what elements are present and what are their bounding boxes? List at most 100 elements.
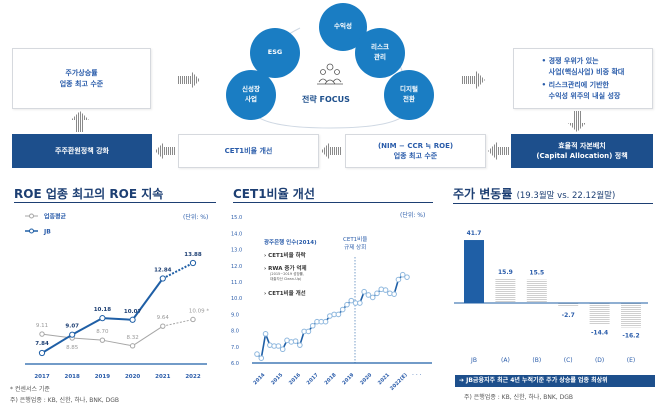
circle-label: 전환 bbox=[403, 95, 415, 103]
ref-line: 규제 상회 bbox=[344, 245, 367, 251]
arrow-left-icon bbox=[321, 142, 342, 160]
bar bbox=[621, 303, 641, 328]
divider bbox=[453, 203, 653, 204]
annotation-note: 대출자산 Clean-Up) bbox=[270, 277, 302, 281]
data-label: 7.84 bbox=[35, 341, 49, 347]
y-tick-label: 8.0 bbox=[231, 329, 239, 335]
data-point bbox=[297, 342, 303, 348]
data-point bbox=[395, 276, 402, 283]
x-tick-label: 2021 bbox=[377, 372, 391, 386]
series-segment bbox=[132, 325, 164, 347]
nim-box: (NIM − CCR ≒ ROE) 업종 최고 수준 bbox=[345, 134, 486, 168]
data-point bbox=[374, 290, 380, 297]
data-point bbox=[309, 322, 316, 329]
roe-title: ROE 업종 최고의 ROE 지속 bbox=[14, 187, 164, 201]
x-tick-label: 2022(E) bbox=[389, 372, 409, 392]
shareholder-return-box: 주주환원정책 강화 bbox=[12, 134, 152, 168]
y-tick-label: 15.0 bbox=[231, 215, 242, 221]
x-tick-label: 2015 bbox=[270, 372, 284, 386]
bar bbox=[526, 279, 547, 303]
arrow-left-icon bbox=[155, 142, 176, 160]
legend-marker-avg bbox=[29, 213, 34, 219]
stock-footnote: 주) 은행업종 : KB, 신한, 하나, BNK, DGB bbox=[464, 394, 573, 401]
circle-esg: ESG bbox=[250, 28, 300, 78]
x-tick-label: 2021 bbox=[155, 374, 170, 380]
bar bbox=[558, 303, 579, 308]
legend-marker-jb bbox=[29, 228, 34, 234]
data-point bbox=[322, 318, 329, 325]
ellipsis: · · · bbox=[412, 372, 422, 379]
divider bbox=[14, 202, 216, 203]
data-point bbox=[365, 292, 372, 298]
circle-profitability: 수익성 bbox=[319, 3, 367, 51]
circle-label: 관리 bbox=[374, 53, 386, 61]
category-label: (C) bbox=[564, 357, 573, 364]
y-tick-label: 14.0 bbox=[231, 231, 242, 237]
cet1-unit: (단위: %) bbox=[400, 212, 426, 219]
box-line: 업종 최고 수준 bbox=[393, 152, 438, 160]
roe-footnote-consensus: * 컨센서스 기준 bbox=[10, 386, 50, 393]
data-point bbox=[361, 288, 367, 295]
category-label: JB bbox=[470, 357, 477, 364]
data-label: 8.32 bbox=[126, 335, 138, 341]
annotation-title: 광주은행 인수(2014) bbox=[264, 240, 317, 246]
series-segment bbox=[102, 317, 133, 321]
annotation-item: › CET1비율 하락 bbox=[264, 253, 306, 259]
box-line: 업종 최고 수준 bbox=[59, 79, 104, 88]
arrow-down-icon bbox=[568, 111, 586, 132]
data-label: 13.88 bbox=[184, 252, 202, 258]
x-tick-label: 2022 bbox=[185, 374, 200, 380]
y-tick-label: 9.0 bbox=[231, 312, 239, 318]
data-label: 9.07 bbox=[65, 324, 79, 330]
series-segment bbox=[162, 262, 194, 280]
arrow-up-icon bbox=[71, 111, 89, 132]
x-tick-label: 2017 bbox=[306, 372, 320, 386]
category-label: (D) bbox=[595, 357, 604, 364]
bar-label: 15.5 bbox=[529, 270, 544, 277]
arrow-right-icon bbox=[462, 71, 485, 89]
data-point bbox=[39, 331, 45, 337]
x-tick-label: 2020 bbox=[125, 374, 140, 380]
category-label: (B) bbox=[532, 357, 541, 364]
box-line: (NIM − CCR ≒ ROE) bbox=[377, 141, 454, 150]
x-tick-label: 2018 bbox=[65, 374, 80, 380]
data-point bbox=[292, 338, 299, 344]
y-tick-label: 12.0 bbox=[231, 264, 242, 270]
data-point bbox=[190, 316, 196, 323]
bar bbox=[495, 278, 516, 303]
annotation-item: › CET1비율 개선 bbox=[264, 291, 306, 297]
x-tick-label: 2016 bbox=[288, 372, 302, 386]
data-point bbox=[258, 355, 265, 361]
x-tick-label: 2019 bbox=[341, 372, 355, 386]
circle-label: 신성장 bbox=[242, 85, 260, 94]
stock-subtitle: (19.3월말 vs. 22.12월말) bbox=[516, 191, 616, 201]
data-point bbox=[369, 294, 376, 301]
x-tick-label: 2020 bbox=[359, 372, 373, 386]
data-point bbox=[275, 343, 282, 349]
legend-label-avg: 업종평균 bbox=[44, 213, 67, 221]
data-point bbox=[99, 315, 106, 322]
circle-label: 리스크 bbox=[371, 43, 389, 52]
annotation-note: (2015~2019 성장률, bbox=[270, 272, 304, 276]
y-tick-label: 10.0 bbox=[231, 296, 242, 302]
roe-unit: (단위: %) bbox=[183, 214, 209, 221]
data-point bbox=[160, 323, 166, 329]
data-label: 10.07 bbox=[124, 309, 142, 315]
data-point bbox=[189, 259, 197, 267]
data-point bbox=[38, 349, 46, 357]
reference-label: CET1비율 규제 상회 bbox=[343, 235, 367, 251]
data-point bbox=[279, 346, 286, 353]
circle-new-growth: 신성장 사업 bbox=[226, 70, 276, 120]
bar bbox=[589, 303, 610, 325]
series-segment bbox=[71, 317, 103, 336]
data-point bbox=[305, 328, 312, 335]
series-segment bbox=[102, 339, 133, 347]
box-line: 수익성 위주의 내실 성장 bbox=[548, 91, 621, 100]
data-label: 8.85 bbox=[66, 345, 79, 351]
people-icon bbox=[317, 63, 343, 85]
divider bbox=[233, 202, 433, 203]
circle-digital: 디지털 전환 bbox=[384, 70, 434, 120]
data-point bbox=[348, 297, 355, 304]
circle-label: 사업 bbox=[245, 95, 257, 103]
x-tick-label: 2019 bbox=[95, 374, 110, 380]
